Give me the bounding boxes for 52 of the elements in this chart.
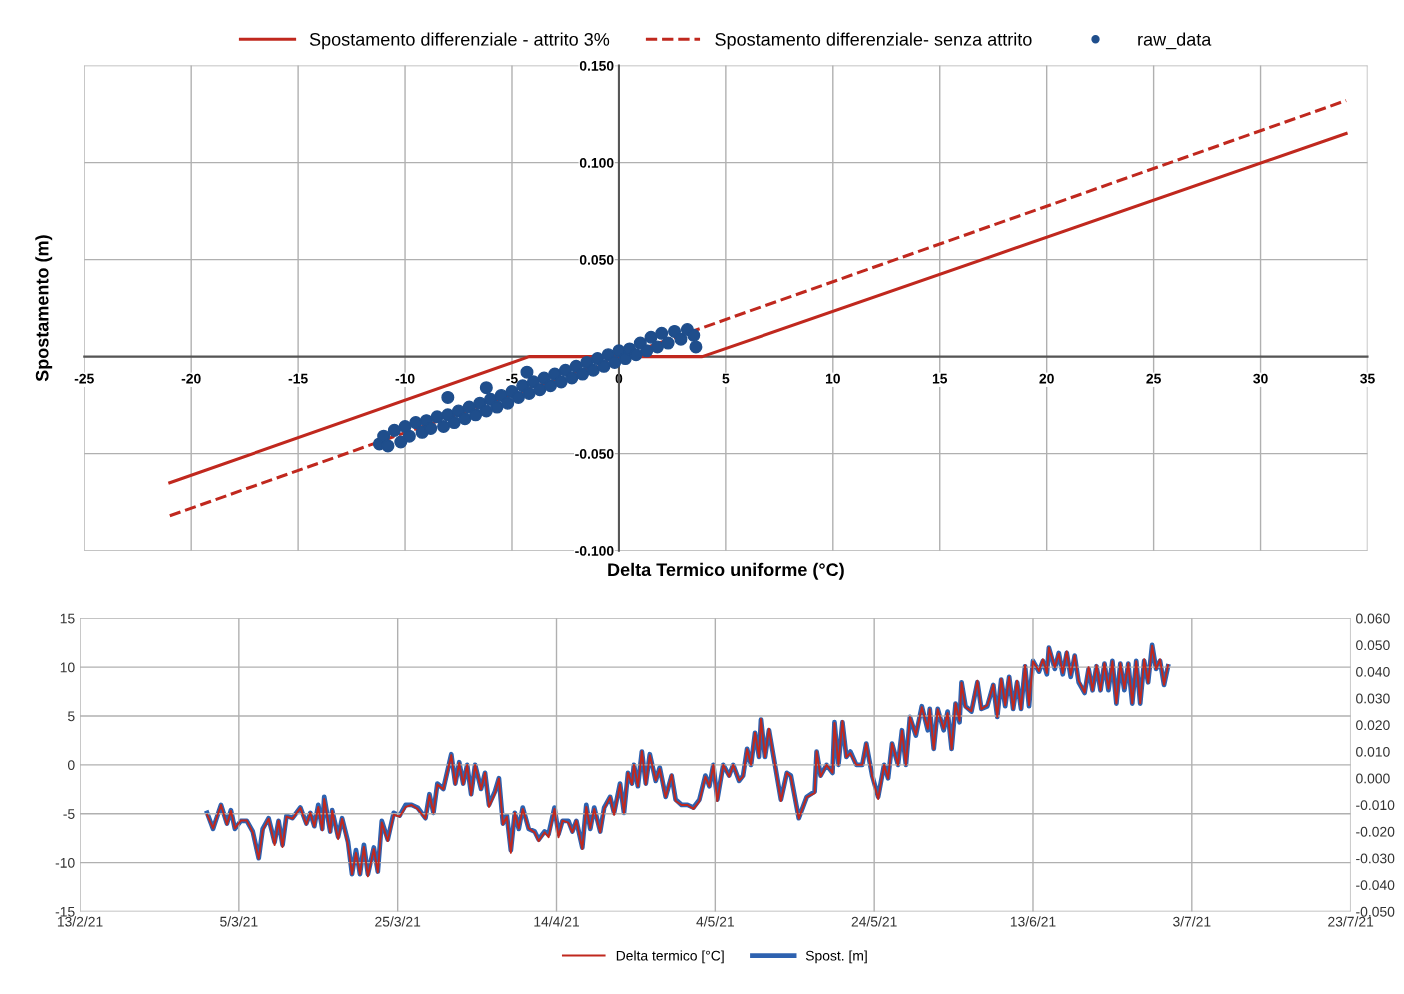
- x-tick-label: 3/7/21: [1173, 916, 1211, 927]
- x-tick-label: 20: [1039, 373, 1054, 384]
- x-tick-label: 23/7/21: [1328, 916, 1374, 927]
- x-tick-label: -5: [506, 373, 518, 384]
- x-tick-label: 13/2/21: [57, 916, 103, 927]
- x-tick-label: -20: [181, 373, 201, 384]
- x-tick-label: 14/4/21: [534, 916, 579, 927]
- x-tick-label: 10: [825, 373, 840, 384]
- x-tick-label: 4/5/21: [696, 916, 734, 927]
- y2-tick-label: -0.030: [1356, 853, 1395, 864]
- x-tick-label: -10: [395, 373, 415, 384]
- y2-tick-label: -0.050: [1356, 906, 1395, 917]
- y-tick-label: 0.100: [579, 157, 614, 168]
- x-tick-label: 5: [722, 373, 730, 384]
- x-tick-label: 35: [1360, 373, 1375, 384]
- legend-label: raw_data: [1138, 32, 1212, 50]
- x-tick-label: 25: [1146, 373, 1161, 384]
- x-tick-label: 5/3/21: [220, 916, 258, 927]
- x-axis-title: Delta Termico uniforme (°C): [608, 562, 844, 580]
- y-tick-label: 15: [60, 613, 75, 624]
- y-tick-label: 0: [67, 760, 75, 771]
- y-tick-label: -10: [55, 857, 75, 868]
- y2-tick-label: 0.010: [1356, 746, 1390, 757]
- y-axis-title: Spostamento (m): [35, 235, 53, 382]
- y2-tick-label: -0.040: [1356, 880, 1395, 891]
- y2-tick-label: 0.060: [1356, 613, 1390, 624]
- y-tick-label: 5: [68, 711, 75, 722]
- y2-tick-label: 0.040: [1356, 666, 1390, 677]
- y-tick-label: -0.050: [575, 449, 614, 459]
- legend-label: Delta termico [°C]: [616, 950, 724, 964]
- y2-tick-label: 0.050: [1356, 640, 1390, 651]
- legend-label: Spostamento differenziale- senza attrito: [715, 32, 1032, 50]
- x-tick-label: -25: [74, 373, 94, 384]
- y-tick-label: 0.050: [579, 254, 614, 265]
- y2-tick-label: -0.010: [1356, 800, 1395, 811]
- x-tick-label: -15: [288, 373, 308, 384]
- y2-tick-label: 0.020: [1356, 720, 1390, 731]
- y2-tick-label: 0.030: [1356, 693, 1390, 704]
- y-tick-label: -15: [55, 906, 75, 917]
- y-tick-label: -0.100: [575, 546, 614, 556]
- y-tick-label: 0.150: [579, 60, 614, 71]
- y-tick-label: 10: [60, 662, 75, 673]
- y2-tick-label: -0.020: [1356, 826, 1395, 837]
- x-tick-label: 24/5/21: [851, 916, 897, 927]
- x-tick-label: 13/6/21: [1010, 916, 1056, 927]
- legend-label: Spost. [m]: [805, 950, 867, 964]
- y-tick-label: -5: [63, 809, 75, 819]
- x-tick-label: 25/3/21: [375, 916, 421, 927]
- x-tick-label: 30: [1253, 373, 1268, 384]
- x-tick-label: 15: [932, 373, 948, 384]
- y2-tick-label: 0.000: [1356, 773, 1390, 784]
- legend-label: Spostamento differenziale - attrito 3%: [309, 32, 610, 50]
